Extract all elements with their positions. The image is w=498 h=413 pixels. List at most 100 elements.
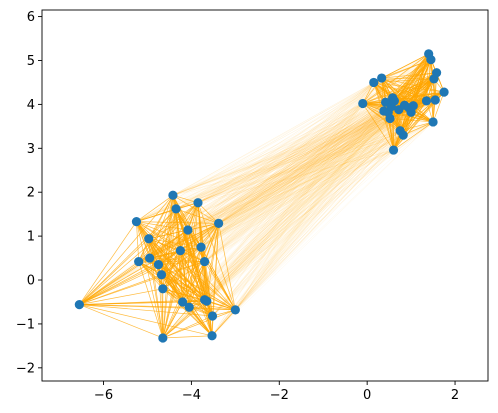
edge-line [189,112,412,308]
edge-line [189,112,389,308]
edge-line [136,107,409,222]
data-point [193,198,203,208]
y-tick-label: 6 [27,10,35,25]
edge-line [172,77,382,196]
edge-line [187,100,395,231]
edge-line [197,112,412,203]
edge-line [206,77,382,302]
edge-line [235,100,427,311]
edge-line [200,91,445,248]
edge-line [188,247,202,308]
edge-line [175,149,394,210]
edge-line [149,107,410,259]
edge-line [182,261,205,303]
edge-line [381,77,434,80]
data-point [428,117,438,127]
edge-line [204,118,391,300]
edge-line [200,106,392,248]
edge-line [204,102,386,300]
edge-line [149,105,405,259]
edge-line [172,103,363,196]
edge-line [175,109,399,210]
edge-line [161,99,436,275]
edge-line [79,149,394,305]
edge-line [138,112,389,262]
edge-line [204,100,395,300]
edge-line [197,100,395,203]
points-layer [74,49,449,343]
edge-line [187,118,391,231]
edge-line [182,100,395,303]
edge-line [211,77,382,336]
edge-line [175,107,409,210]
edge-line [136,105,414,222]
edge-line [175,97,393,210]
edge-line [180,82,374,251]
edge-line [158,100,395,265]
edge-line [158,99,436,265]
edge-line [136,221,140,262]
edge-line [172,107,409,196]
edge-line [235,102,386,310]
edge-line [148,77,382,239]
edge-line [200,105,405,248]
edge-line [79,106,392,305]
edge-line [180,112,389,251]
edge-line [148,110,384,239]
edge-line [235,106,392,310]
edge-line [148,121,434,239]
edge-line [187,109,399,231]
edge-line [189,82,374,308]
edge-line [206,105,405,302]
edge-line [403,121,434,136]
edge-line [200,118,391,248]
edge-line [161,103,363,275]
edge-line [204,110,385,300]
edge-line [158,97,393,265]
edge-line [175,208,219,224]
edge-line [175,105,414,210]
edge-line [218,59,432,224]
edge-line [180,250,183,302]
edge-line [212,97,393,317]
edge-line [211,105,414,336]
data-point [214,218,224,228]
edge-line [187,112,389,231]
edge-line [204,102,386,262]
edge-line [175,112,389,210]
edge-line [136,121,434,222]
edge-line [175,102,386,210]
edge-line [158,195,174,265]
edge-line [204,109,399,262]
edge-line [197,97,393,203]
edge-line [182,229,189,302]
edge-line [187,202,199,231]
edge-line [212,112,389,317]
data-point [184,302,194,312]
edge-line [162,97,393,289]
edge-line [189,107,410,308]
edge-line [136,72,437,222]
edge-line [204,223,219,262]
edge-line [79,97,393,305]
edge-line [175,112,412,210]
edge-line [200,134,404,248]
edge-line [162,106,392,289]
edge-line [182,202,199,303]
edge-line [204,97,393,300]
edge-line [136,97,393,222]
edge-line [162,315,213,339]
data-point [158,284,168,294]
edge-line [373,82,394,151]
edge-line [211,109,399,336]
edge-line [79,121,434,305]
edge-line [180,121,434,251]
edge-line [149,257,164,289]
edge-line [187,149,394,231]
edge-line [148,97,393,239]
edge-line [187,112,412,231]
edge-line [197,102,386,203]
edge-line [172,149,394,196]
edge-line [188,202,199,308]
edge-line [79,102,386,305]
